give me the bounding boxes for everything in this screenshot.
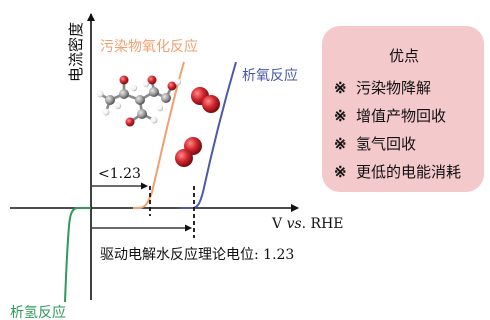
advantage-bullet-icon: ※	[334, 135, 347, 153]
advantage-item: 氢气回收	[356, 135, 416, 153]
advantages-panel: 优点 ※ 污染物降解 ※ 增值产物回收 ※ 氢气回收 ※ 更低的电能消耗	[322, 26, 484, 192]
advantage-item: 更低的电能消耗	[356, 163, 461, 181]
oer-label: 析氧反应	[242, 67, 298, 84]
oxygen-molecule-icon	[191, 87, 220, 113]
advantage-item: 污染物降解	[356, 79, 431, 97]
y-axis-label: 电流密度	[67, 22, 85, 82]
advantage-bullet-icon: ※	[334, 79, 347, 97]
advantage-bullet-icon: ※	[334, 163, 347, 181]
advantages-panel-background	[322, 26, 484, 192]
organic-oxidation-label: 污染物氧化反应	[100, 38, 198, 55]
advantage-item: 增值产物回收	[356, 107, 446, 125]
drive-potential-label: 驱动电解水反应理论电位: 1.23	[100, 246, 294, 263]
advantage-bullet-icon: ※	[334, 107, 347, 125]
oer-curve	[180, 61, 237, 209]
her-curve	[64, 207, 91, 303]
oxygen-molecule-icon	[175, 137, 202, 167]
organic-oxidation-curve	[133, 61, 185, 209]
her-label: 析氢反应	[10, 304, 66, 320]
lower-potential-label: <1.23	[98, 166, 141, 182]
organic-molecule-icon	[96, 75, 182, 127]
advantages-title: 优点	[389, 47, 419, 65]
x-axis-label: V vs. RHE	[271, 216, 344, 232]
